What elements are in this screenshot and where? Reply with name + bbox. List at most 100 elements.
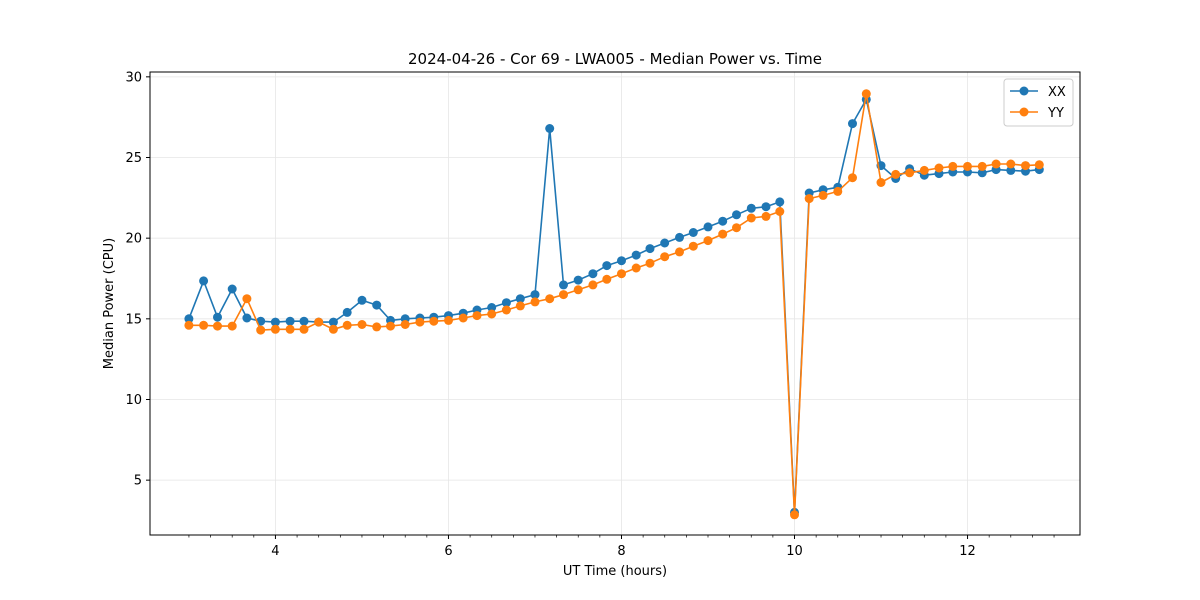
data-point-yy: [328, 324, 338, 334]
data-point-xx: [848, 119, 857, 129]
x-tick-label: 10: [786, 544, 803, 559]
data-point-yy: [184, 320, 194, 330]
plot-series: [184, 89, 1044, 520]
data-point-yy: [861, 89, 871, 99]
data-point-xx: [515, 294, 525, 304]
data-point-yy: [660, 252, 670, 262]
data-point-yy: [444, 315, 453, 325]
legend-yy-marker: [1019, 107, 1029, 117]
data-point-xx: [602, 261, 612, 271]
data-point-yy: [804, 194, 814, 204]
chart-title: 2024-04-26 - Cor 69 - LWA005 - Median Po…: [408, 50, 822, 68]
data-point-yy: [977, 161, 987, 171]
data-point-yy: [602, 274, 612, 284]
data-point-yy: [270, 324, 280, 334]
data-point-xx: [732, 210, 741, 220]
data-point-xx: [977, 168, 987, 178]
data-point-xx: [270, 317, 280, 327]
data-point-xx: [688, 228, 698, 237]
data-point-xx: [530, 290, 540, 300]
y-tick-label: 10: [125, 393, 142, 408]
legend-yy-label: YY: [1047, 106, 1064, 121]
data-point-yy: [703, 236, 713, 246]
data-point-yy: [1021, 161, 1030, 171]
data-point-xx: [501, 298, 511, 308]
data-point-xx: [1006, 165, 1016, 175]
data-point-yy: [963, 161, 972, 171]
data-point-yy: [530, 297, 540, 307]
data-point-yy: [718, 229, 728, 239]
data-point-xx: [573, 275, 583, 285]
data-point-xx: [761, 202, 771, 212]
data-point-xx: [199, 276, 209, 286]
data-point-yy: [501, 305, 511, 315]
data-point-xx: [746, 203, 756, 213]
data-point-yy: [357, 320, 367, 329]
data-point-yy: [314, 317, 324, 327]
data-point-xx: [213, 312, 222, 322]
data-point-yy: [1034, 160, 1044, 170]
data-point-yy: [631, 263, 641, 273]
data-point-yy: [905, 168, 915, 178]
plot-frame: [149, 71, 1081, 536]
axis-ticks: 4 6 8 10 12 5 10 15 20 25 30: [125, 70, 1055, 559]
data-point-yy: [285, 324, 295, 334]
data-point-xx: [631, 250, 641, 260]
data-point-xx: [227, 284, 237, 294]
data-point-yy: [299, 324, 309, 334]
data-point-xx: [372, 300, 382, 310]
data-point-yy: [891, 169, 901, 179]
data-point-yy: [227, 321, 237, 331]
data-point-xx: [184, 314, 194, 324]
data-point-xx: [487, 303, 497, 312]
x-tick-label: 8: [617, 544, 625, 559]
data-point-yy: [487, 309, 497, 319]
data-point-xx: [342, 307, 352, 317]
data-point-yy: [429, 316, 439, 326]
x-axis-label: UT Time (hours): [563, 564, 667, 579]
data-point-yy: [472, 311, 482, 321]
data-point-xx: [242, 313, 252, 323]
data-point-xx: [617, 256, 626, 266]
data-point-yy: [242, 294, 252, 304]
data-point-yy: [588, 280, 598, 290]
data-point-yy: [458, 313, 468, 323]
data-point-xx: [660, 238, 670, 248]
x-tick-label: 6: [444, 544, 452, 559]
y-tick-label: 30: [125, 70, 142, 85]
data-point-yy: [876, 178, 886, 187]
data-point-yy: [1006, 159, 1016, 169]
x-tick-label: 12: [959, 544, 976, 559]
data-point-yy: [688, 241, 698, 251]
data-point-yy: [934, 163, 944, 173]
data-point-yy: [400, 320, 410, 329]
data-point-yy: [746, 213, 756, 223]
data-point-yy: [213, 321, 222, 331]
y-tick-label: 15: [125, 312, 142, 327]
data-point-xx: [357, 295, 367, 305]
data-point-yy: [342, 320, 352, 330]
data-point-yy: [775, 207, 785, 216]
data-point-xx: [775, 197, 785, 207]
data-point-xx: [328, 317, 338, 327]
data-point-yy: [833, 186, 843, 196]
data-point-yy: [386, 321, 395, 331]
data-point-xx: [718, 216, 728, 226]
data-point-yy: [545, 294, 555, 304]
x-tick-label: 4: [271, 544, 279, 559]
data-point-yy: [199, 320, 209, 330]
data-point-yy: [573, 285, 583, 295]
data-point-yy: [919, 165, 929, 175]
y-tick-label: 25: [125, 151, 142, 166]
data-point-yy: [559, 290, 568, 300]
data-point-xx: [675, 232, 684, 242]
data-point-yy: [818, 190, 828, 200]
data-point-yy: [415, 317, 425, 327]
y-axis-label: Median Power (CPU): [102, 238, 117, 369]
data-point-yy: [848, 173, 857, 183]
data-point-xx: [299, 316, 309, 326]
data-point-xx: [588, 269, 598, 279]
data-point-yy: [515, 301, 525, 311]
